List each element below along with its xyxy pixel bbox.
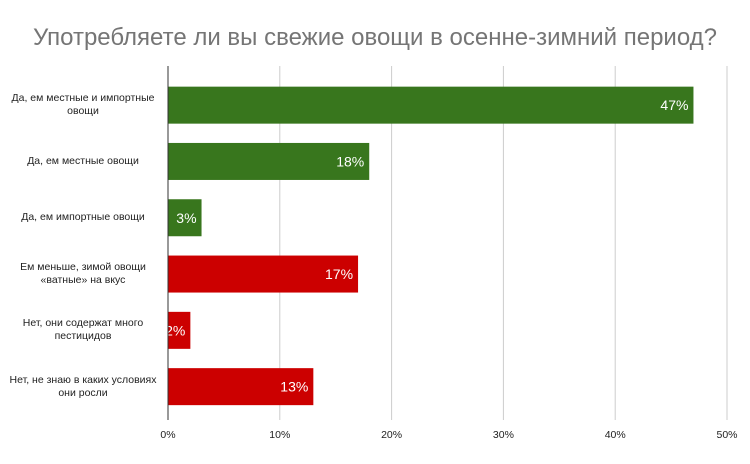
x-tick-label: 50% [716, 429, 737, 441]
x-tick-label: 10% [269, 429, 290, 441]
category-label: Нет, они содержат много пестицидов [22, 317, 144, 343]
data-label: 3% [176, 210, 196, 226]
x-tick-label: 30% [493, 429, 514, 441]
bar [168, 368, 314, 406]
bar [168, 199, 202, 237]
category-label: Нет, не знаю в каких условиях они росли [9, 373, 157, 399]
x-tick-label: 40% [605, 429, 626, 441]
x-tick-label: 0% [160, 429, 175, 441]
data-label: 47% [660, 97, 688, 113]
data-label: 2% [165, 322, 185, 338]
data-label: 18% [336, 153, 364, 169]
bar [168, 311, 191, 349]
bar [168, 86, 694, 124]
data-label: 17% [325, 266, 353, 282]
data-label: 13% [280, 379, 308, 395]
category-label: Да, ем местные овощи [27, 154, 139, 167]
bar [168, 142, 370, 180]
bar [168, 255, 359, 293]
chart-title: Употребляете ли вы свежие овощи в осенне… [32, 24, 717, 51]
category-label: Ем меньше, зимой овощи «ватные» на вкус [20, 261, 146, 287]
category-label: Да, ем местные и импортные овощи [11, 92, 155, 118]
x-tick-label: 20% [381, 429, 402, 441]
category-label: Да, ем импортные овощи [21, 211, 145, 224]
